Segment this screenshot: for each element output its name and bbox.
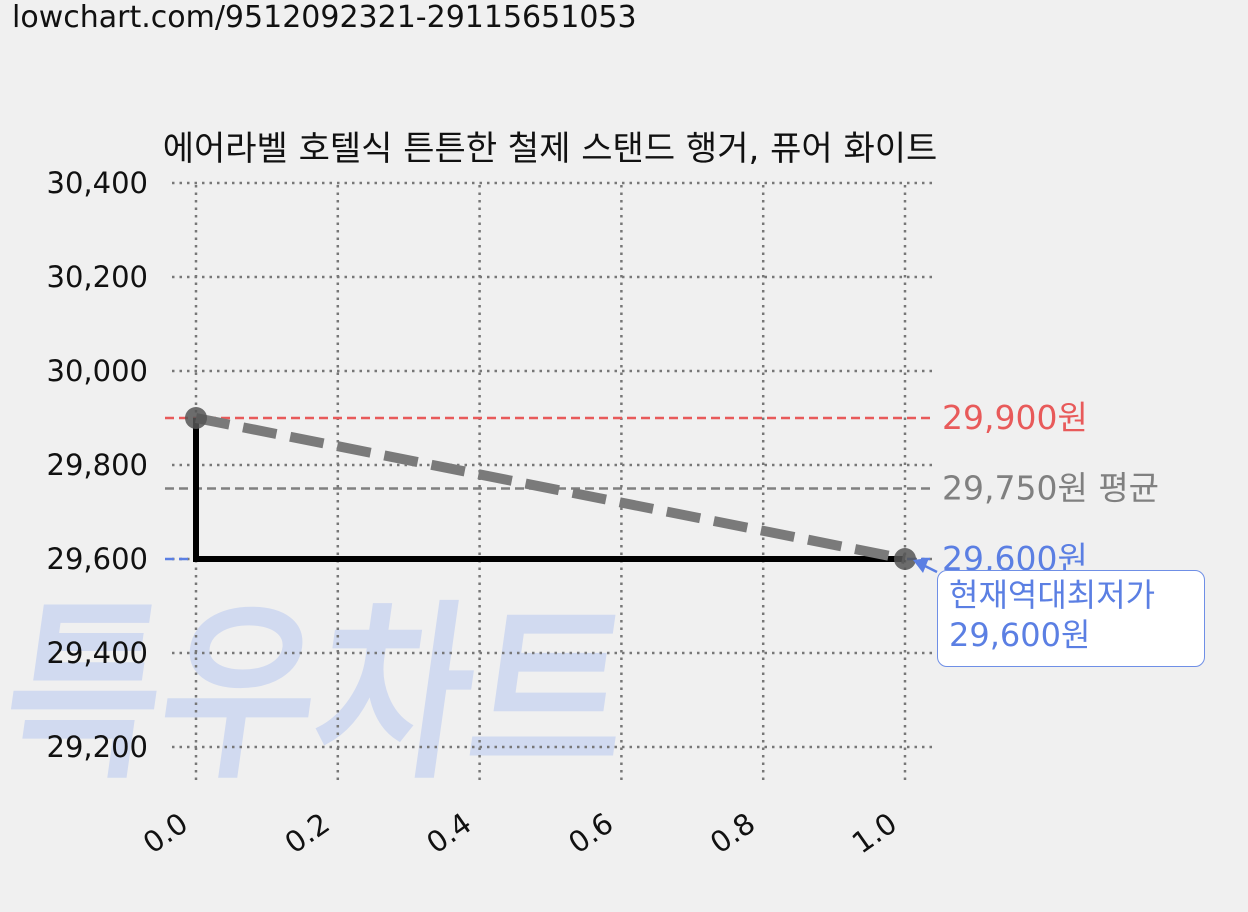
price-step-line xyxy=(193,418,905,562)
x-tick-label-5: 1.0 xyxy=(846,806,903,860)
chart-title: 에어라벨 호텔식 튼튼한 철제 스탠드 행거, 퓨어 화이트 xyxy=(163,129,938,169)
x-tick-label-4: 0.8 xyxy=(704,806,761,860)
data-point-1 xyxy=(894,548,916,570)
annotation-arrow-head xyxy=(913,558,929,573)
y-tick-label-3: 29,800 xyxy=(47,448,148,482)
y-tick-label-4: 30,000 xyxy=(47,354,148,388)
y-tick-label-6: 30,400 xyxy=(47,166,148,200)
y-tick-label-5: 30,200 xyxy=(47,260,148,294)
lowest-price-callout: 현재역대최저가 29,600원 xyxy=(937,570,1205,667)
x-tick-label-1: 0.2 xyxy=(279,806,336,860)
trend-dashed-line xyxy=(195,413,906,564)
y-tick-label-1: 29,400 xyxy=(47,636,148,670)
x-tick-label-3: 0.6 xyxy=(562,806,619,860)
reference-label-0: 29,900원 xyxy=(942,398,1088,437)
page-url: lowchart.com/9512092321-29115651053 xyxy=(12,0,637,35)
x-tick-label-0: 0.0 xyxy=(137,806,194,860)
data-point-0 xyxy=(185,407,207,429)
watermark: 특우차트 xyxy=(0,585,643,806)
x-tick-label-2: 0.4 xyxy=(420,806,477,860)
y-tick-label-0: 29,200 xyxy=(47,730,148,764)
callout-line-2: 29,600원 xyxy=(949,616,1091,654)
y-tick-label-2: 29,600 xyxy=(47,542,148,576)
reference-label-1: 29,750원 평균 xyxy=(942,469,1159,508)
callout-line-1: 현재역대최저가 xyxy=(949,576,1156,614)
